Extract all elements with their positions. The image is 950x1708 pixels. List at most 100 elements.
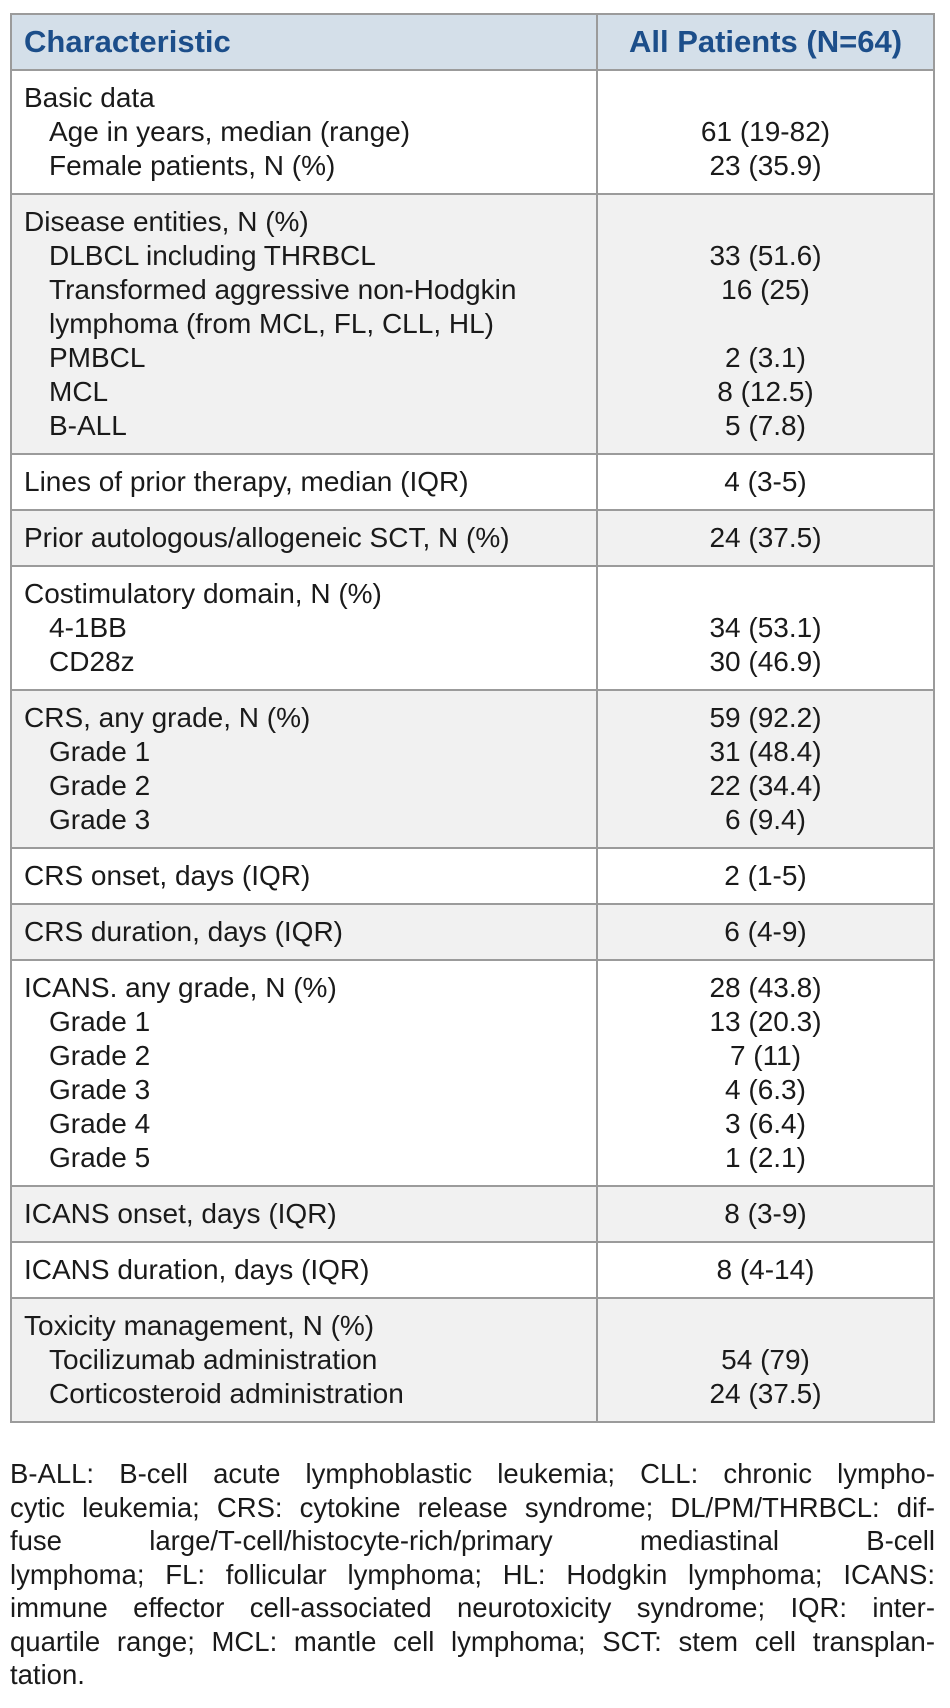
table-header-row: Characteristic All Patients (N=64) xyxy=(12,15,933,69)
value-cell: 24 (37.5) xyxy=(596,511,933,565)
row-label: CRS onset, days (IQR) xyxy=(24,860,311,891)
row-label: CRS duration, days (IQR) xyxy=(24,916,343,947)
footnote-line: tation. xyxy=(10,1659,85,1690)
label-cell: Prior autologous/allogeneic SCT, N (%) xyxy=(12,511,596,565)
characteristics-table: Characteristic All Patients (N=64) Basic… xyxy=(10,13,935,1423)
label-cell: Lines of prior therapy, median (IQR) xyxy=(12,455,596,509)
row-value: 13 (20.3) xyxy=(709,1006,822,1037)
row-value: 30 (46.9) xyxy=(709,646,822,677)
label-cell: Costimulatory domain, N (%) 4-1BB CD28z xyxy=(12,567,596,689)
row-value: 2 (1-5) xyxy=(724,860,807,891)
row-value: 24 (37.5) xyxy=(709,522,822,553)
row-label: Grade 1 xyxy=(49,736,151,767)
table-section: CRS duration, days (IQR) 6 (4-9) xyxy=(12,903,933,959)
row-label: MCL xyxy=(49,376,109,407)
value-cell: 59 (92.2) 31 (48.4) 22 (34.4) 6 (9.4) xyxy=(596,691,933,847)
row-value: 61 (19-82) xyxy=(700,116,831,147)
row-label: ICANS. any grade, N (%) xyxy=(24,972,337,1003)
table-section: ICANS duration, days (IQR) 8 (4-14) xyxy=(12,1241,933,1297)
row-label: CD28z xyxy=(49,646,135,677)
row-label: DLBCL including THRBCL xyxy=(49,240,376,271)
footnote-line: fuse large/T-cell/histocyte-rich/primary… xyxy=(10,1525,935,1556)
row-label: ICANS duration, days (IQR) xyxy=(24,1254,370,1285)
row-value: 59 (92.2) xyxy=(709,702,822,733)
value-cell: 8 (4-14) xyxy=(596,1243,933,1297)
row-label: Grade 5 xyxy=(49,1142,151,1173)
row-label: Basic data xyxy=(24,82,155,113)
row-value: 6 (9.4) xyxy=(725,804,806,835)
row-label: Toxicity management, N (%) xyxy=(24,1310,375,1341)
row-label: Female patients, N (%) xyxy=(49,150,336,181)
row-label: Disease entities, N (%) xyxy=(24,206,309,237)
table-section: Toxicity management, N (%) Tocilizumab ad… xyxy=(12,1297,933,1421)
row-value: 7 (11) xyxy=(729,1040,802,1071)
value-cell: 2 (1-5) xyxy=(596,849,933,903)
row-label: B-ALL xyxy=(49,410,127,441)
value-cell: 54 (79) 24 (37.5) xyxy=(596,1299,933,1421)
table-section: ICANS. any grade, N (%) Grade 1 Grade 2 Gra… xyxy=(12,959,933,1185)
row-value: 54 (79) xyxy=(721,1344,810,1375)
label-cell: CRS, any grade, N (%) Grade 1 Grade 2 Grade… xyxy=(12,691,596,847)
table-section: Costimulatory domain, N (%) 4-1BB CD28z 34 … xyxy=(12,565,933,689)
value-cell: 8 (3-9) xyxy=(596,1187,933,1241)
label-cell: CRS onset, days (IQR) xyxy=(12,849,596,903)
header-cell-all-patients: All Patients (N=64) xyxy=(596,15,933,69)
footnote-line: lymphoma; FL: follicular lymphoma; HL: H… xyxy=(10,1558,935,1590)
row-value xyxy=(598,577,933,611)
label-cell: Toxicity management, N (%) Tocilizumab ad… xyxy=(12,1299,596,1421)
row-label: CRS, any grade, N (%) xyxy=(24,702,311,733)
row-label: Grade 3 xyxy=(49,1074,151,1105)
row-value: 1 (2.1) xyxy=(725,1142,806,1173)
label-cell: ICANS. any grade, N (%) Grade 1 Grade 2 Gra… xyxy=(12,961,596,1185)
row-value: 23 (35.9) xyxy=(709,150,822,181)
row-label: Tocilizumab administration xyxy=(49,1344,378,1375)
row-label: ICANS onset, days (IQR) xyxy=(24,1198,337,1229)
row-label: Age in years, median (range) xyxy=(49,116,411,147)
row-value: 8 (3-9) xyxy=(724,1198,807,1229)
label-cell: ICANS duration, days (IQR) xyxy=(12,1243,596,1297)
row-value: 8 (12.5) xyxy=(717,376,814,407)
footnote-line: cytic leukemia; CRS: cytokine release sy… xyxy=(10,1491,935,1523)
row-label: Prior autologous/allogeneic SCT, N (%) xyxy=(24,522,510,553)
table-body: Basic data Age in years, median (range) Fe… xyxy=(12,69,933,1421)
table-section: Lines of prior therapy, median (IQR) 4 (3… xyxy=(12,453,933,509)
row-value xyxy=(598,81,933,115)
row-value: 5 (7.8) xyxy=(725,410,806,441)
row-label: Grade 4 xyxy=(49,1108,151,1139)
row-label: Corticosteroid administration xyxy=(49,1378,404,1409)
header-cell-characteristic: Characteristic xyxy=(24,24,231,59)
row-label: Lines of prior therapy, median (IQR) xyxy=(24,466,469,497)
row-value xyxy=(598,1309,933,1343)
label-cell: Basic data Age in years, median (range) Fe… xyxy=(12,71,596,193)
row-label: 4-1BB xyxy=(49,612,127,643)
label-cell: CRS duration, days (IQR) xyxy=(12,905,596,959)
row-value xyxy=(598,307,933,341)
label-cell: Disease entities, N (%) DLBCL including T… xyxy=(12,195,596,453)
table-section: Basic data Age in years, median (range) Fe… xyxy=(12,69,933,193)
value-cell: 4 (3-5) xyxy=(596,455,933,509)
row-label: Grade 2 xyxy=(49,770,151,801)
row-value: 33 (51.6) xyxy=(709,240,822,271)
row-label: lymphoma (from MCL, FL, CLL, HL) xyxy=(49,308,494,339)
table-section: CRS, any grade, N (%) Grade 1 Grade 2 Grade… xyxy=(12,689,933,847)
footnote-line: quartile range; MCL: mantle cell lymphom… xyxy=(10,1625,935,1657)
row-value: 28 (43.8) xyxy=(709,972,822,1003)
row-value: 8 (4-14) xyxy=(716,1254,815,1285)
value-cell: 28 (43.8) 13 (20.3) 7 (11) 4 (6.3) 3 (6.4) 1 … xyxy=(596,961,933,1185)
row-value: 24 (37.5) xyxy=(709,1378,822,1409)
row-value: 4 (3-5) xyxy=(724,466,807,497)
table-section: Disease entities, N (%) DLBCL including T… xyxy=(12,193,933,453)
value-cell: 6 (4-9) xyxy=(596,905,933,959)
row-value: 6 (4-9) xyxy=(724,916,807,947)
row-value: 4 (6.3) xyxy=(725,1074,806,1105)
value-cell: 61 (19-82) 23 (35.9) xyxy=(596,71,933,193)
value-cell: 33 (51.6) 16 (25) 2 (3.1) 8 (12.5) 5 (7.8) xyxy=(596,195,933,453)
footnote-line: immune effector cell-associated neurotox… xyxy=(10,1592,935,1623)
row-value: 31 (48.4) xyxy=(709,736,822,767)
row-value: 2 (3.1) xyxy=(725,342,806,373)
label-cell: ICANS onset, days (IQR) xyxy=(12,1187,596,1241)
row-label: Grade 1 xyxy=(49,1006,151,1037)
row-value: 3 (6.4) xyxy=(725,1108,806,1139)
row-value xyxy=(598,205,933,239)
